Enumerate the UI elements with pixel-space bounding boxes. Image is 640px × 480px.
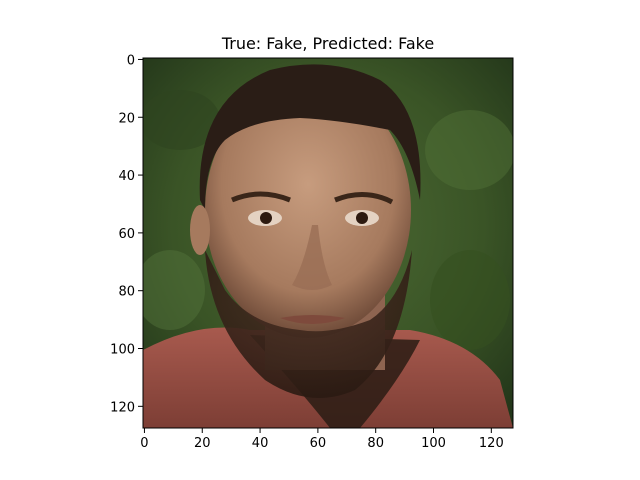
- y-tick-label: 0: [127, 53, 135, 68]
- foliage-patch: [425, 110, 513, 190]
- x-tick-label: 120: [479, 436, 504, 451]
- right-pupil: [356, 212, 368, 224]
- x-tick-label: 80: [367, 436, 384, 451]
- right-eyebrow: [334, 192, 394, 205]
- left-eyebrow: [231, 191, 291, 203]
- beard: [205, 250, 412, 398]
- x-tick-label: 0: [140, 436, 148, 451]
- x-tick-label: 40: [252, 436, 269, 451]
- mouth: [280, 315, 345, 324]
- x-tick-label: 100: [421, 436, 446, 451]
- axes-frame: [142, 57, 514, 429]
- left-pupil: [260, 212, 272, 224]
- y-axis: 0 20 40 60 80 100 120: [110, 53, 143, 415]
- foliage-patch: [143, 90, 220, 150]
- y-tick-label: 120: [110, 400, 135, 415]
- y-tick-label: 20: [118, 111, 135, 126]
- chart-title: True: Fake, Predicted: Fake: [221, 34, 434, 53]
- x-tick-label: 60: [310, 436, 327, 451]
- y-tick-label: 40: [118, 169, 135, 184]
- foliage-patch: [143, 250, 205, 330]
- y-tick-label: 100: [110, 343, 135, 358]
- foliage-patch: [430, 250, 510, 350]
- x-tick-label: 20: [194, 436, 211, 451]
- face: [205, 82, 411, 338]
- left-ear: [190, 205, 210, 255]
- y-tick-label: 80: [118, 285, 135, 300]
- y-tick-label: 60: [118, 227, 135, 242]
- nose: [292, 225, 332, 290]
- hair: [199, 64, 421, 210]
- x-axis: 0 20 40 60 80 100 120: [140, 428, 504, 451]
- face-image: [143, 58, 513, 428]
